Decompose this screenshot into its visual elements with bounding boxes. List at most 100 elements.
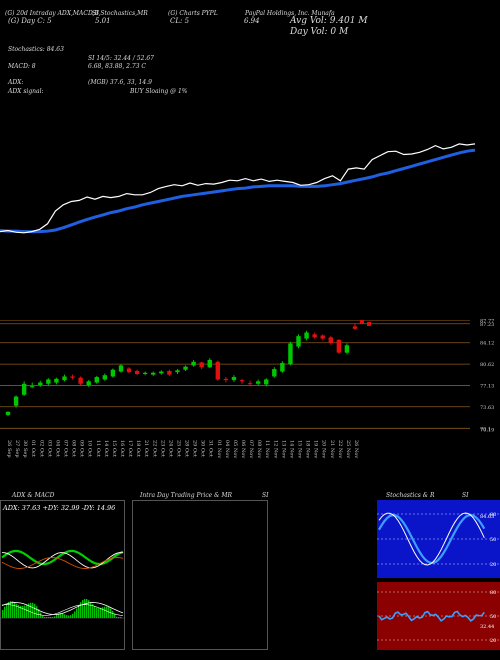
header-title-mid: SI,Stochastics,MR	[92, 10, 148, 17]
macd-histogram-bar	[72, 613, 74, 618]
date-tick-label: 11 Oct	[95, 440, 101, 457]
macd-histogram-bar	[20, 605, 22, 618]
date-tick-label: 21 Nov	[329, 440, 335, 458]
candle-body	[272, 369, 277, 377]
stochastics-k-line	[378, 512, 485, 566]
candle-body	[54, 378, 59, 383]
macd-histogram-bar	[48, 617, 50, 618]
macd-histogram-bar	[26, 604, 28, 618]
macd-histogram-bar	[32, 602, 34, 618]
macd-histogram-bar	[74, 611, 76, 618]
macd-histogram-bar	[46, 617, 48, 618]
rsi-level-label: 20	[490, 638, 496, 644]
date-tick-label: 07 Nov	[248, 440, 254, 458]
avg-volume: Avg Vol: 9.401 M	[290, 16, 368, 26]
date-tick-label: 04 Nov	[224, 440, 230, 458]
macd-histogram-bar	[14, 602, 16, 618]
close-value: 6.94	[244, 17, 260, 25]
date-tick-label: 25 Oct	[175, 440, 181, 457]
macd-histogram-bar	[60, 613, 62, 618]
rsi-level-label: 50	[490, 614, 496, 620]
macd-histogram-bar	[68, 615, 70, 618]
candle-body	[304, 332, 309, 339]
macd-histogram-bar	[50, 617, 52, 618]
macd-histogram-bar	[56, 614, 58, 618]
macd-histogram-bar	[70, 615, 72, 618]
date-tick-label: 21 Oct	[143, 440, 149, 457]
rsi-value-label: 32.44	[480, 624, 494, 630]
macd-histogram-bar	[8, 601, 10, 618]
moving-average-line	[0, 148, 476, 234]
macd-histogram-bar	[22, 606, 24, 618]
intraday-panel	[132, 500, 268, 650]
candle-body	[191, 361, 196, 366]
candle-body	[86, 381, 91, 385]
macd-histogram-bar	[120, 617, 122, 618]
rsi-line	[378, 610, 485, 622]
date-tick-label: 01 Oct	[30, 440, 36, 457]
macd-histogram-bar	[114, 613, 116, 618]
macd-histogram-bar	[62, 613, 64, 618]
macd-histogram-bar	[44, 617, 46, 618]
candle-body	[94, 377, 99, 383]
macd-histogram-bar	[66, 615, 68, 618]
header-title-left: (G) 20d Intraday ADX,MACD,B	[5, 10, 99, 17]
candle-body	[320, 335, 325, 339]
price-axis-label: 87.23	[480, 322, 494, 328]
header-title-charts: (G) Charts PYPL	[168, 10, 218, 17]
intraday-panel-title: Intra Day Trading Price & MR	[140, 492, 233, 499]
candle-body	[38, 382, 43, 385]
date-tick-label: 13 Nov	[280, 440, 286, 458]
macd-histogram-bar	[98, 607, 100, 618]
candle-body	[5, 411, 11, 415]
macd-histogram-bar	[84, 598, 86, 618]
date-tick-label: 11 Nov	[264, 440, 270, 458]
si-readout: SI 14/5: 32.44 / 52.67	[88, 55, 154, 62]
macd-label: MACD: 8	[8, 63, 36, 70]
candle-body	[118, 365, 124, 372]
adx-label: ADX:	[8, 79, 24, 86]
candle-body	[296, 336, 301, 347]
close-label: CL: 5	[170, 17, 190, 25]
candle-body	[255, 381, 261, 384]
stochastics-si-title: SI	[462, 492, 469, 499]
plus-di-line	[1, 549, 124, 566]
candle-body	[175, 370, 180, 373]
adx-signal-label: ADX signal:	[8, 88, 44, 95]
date-tick-label: 07 Oct	[62, 440, 68, 457]
candle-body	[110, 369, 116, 377]
macd-histogram-bar	[106, 606, 108, 618]
macd-values: 6.68, 83.88, 2.73 C	[88, 63, 147, 70]
date-tick-label: 04 Oct	[54, 440, 60, 457]
date-tick-label: 05 Nov	[232, 440, 238, 458]
price-axis-label: 77.13	[480, 383, 494, 389]
macd-histogram-bar	[112, 610, 114, 618]
candle-body	[328, 337, 333, 343]
stochastics-readout: Stochastics: 84.63	[8, 46, 64, 53]
date-tick-label: 15 Oct	[111, 440, 117, 457]
candle-body	[215, 361, 221, 380]
date-tick-label: 06 Nov	[240, 440, 246, 458]
price-axis-label: 70.19	[480, 428, 494, 434]
price-axis-label: 73.63	[480, 405, 494, 411]
stochastics-level-label: 50	[490, 537, 496, 543]
macd-histogram-bar	[88, 600, 90, 618]
candle-body	[102, 375, 108, 380]
stochastics-value-label: 84.63	[480, 514, 494, 520]
macd-line	[1, 602, 124, 615]
candle-body	[367, 321, 371, 326]
macd-histogram-bar	[52, 617, 54, 618]
header-title-company: PayPal Holdings, Inc. Munafa	[245, 10, 335, 17]
macd-histogram-bar	[28, 603, 30, 618]
candle-body	[239, 380, 245, 382]
date-tick-label: 30 Oct	[200, 440, 206, 457]
macd-histogram-bar	[16, 603, 18, 618]
macd-histogram-bar	[94, 606, 96, 618]
macd-histogram-bar	[108, 607, 110, 618]
macd-histogram-bar	[6, 603, 8, 618]
candle-body	[30, 386, 35, 388]
date-tick-label: 31 Oct	[208, 440, 214, 457]
candle-body	[151, 372, 156, 375]
candle-body	[288, 343, 293, 365]
macd-histogram-bar	[104, 606, 106, 618]
